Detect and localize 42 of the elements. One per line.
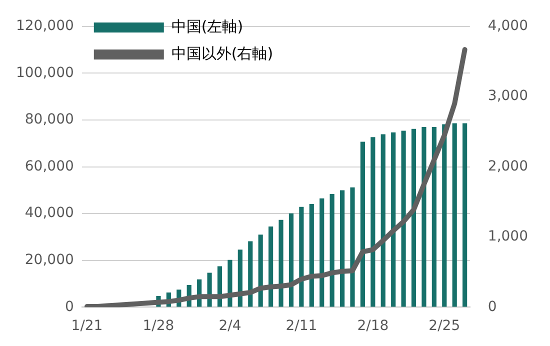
y2-tick-label: 2,000 [488, 158, 528, 174]
y-tick-label: 0 [64, 298, 74, 315]
bar [288, 213, 294, 307]
y2-tick-label: 0 [488, 298, 497, 315]
y2-tick-label: 3,000 [488, 88, 528, 104]
bar [278, 220, 284, 307]
bar [340, 190, 345, 307]
bar [330, 194, 334, 307]
y-tick-label: 40,000 [24, 205, 74, 222]
bar [380, 134, 386, 307]
y-tick-label: 80,000 [24, 112, 74, 128]
bar [268, 226, 274, 307]
bar [248, 241, 253, 307]
bar [452, 123, 457, 307]
x-tick-label: 1/21 [71, 318, 103, 334]
bar [370, 137, 376, 307]
bar [411, 128, 416, 307]
y-tick-label: 120,000 [16, 18, 74, 34]
bar [442, 124, 447, 307]
legend-label: 中国(左軸) [171, 17, 244, 36]
bar [350, 187, 355, 307]
bar [462, 123, 468, 307]
bar [299, 206, 304, 307]
x-tick-label: 2/25 [428, 318, 460, 334]
bar [258, 234, 263, 307]
x-tick-label: 2/4 [218, 318, 242, 334]
y-tick-label: 60,000 [24, 158, 74, 174]
bar [432, 127, 436, 307]
bar [422, 127, 426, 307]
y2-tick-label: 1,000 [488, 228, 528, 245]
y2-tick-label: 4,000 [488, 18, 528, 34]
x-tick-label: 2/18 [357, 318, 389, 334]
bar [360, 142, 365, 307]
x-tick-label: 1/28 [142, 318, 174, 334]
y-tick-label: 20,000 [24, 252, 74, 268]
bar [309, 204, 314, 307]
y-tick-label: 100,000 [16, 64, 74, 81]
bar [320, 198, 324, 307]
bar [391, 132, 396, 307]
bar [401, 130, 406, 307]
legend-label: 中国以外(右軸) [171, 44, 274, 62]
x-tick-label: 2/11 [286, 318, 318, 334]
